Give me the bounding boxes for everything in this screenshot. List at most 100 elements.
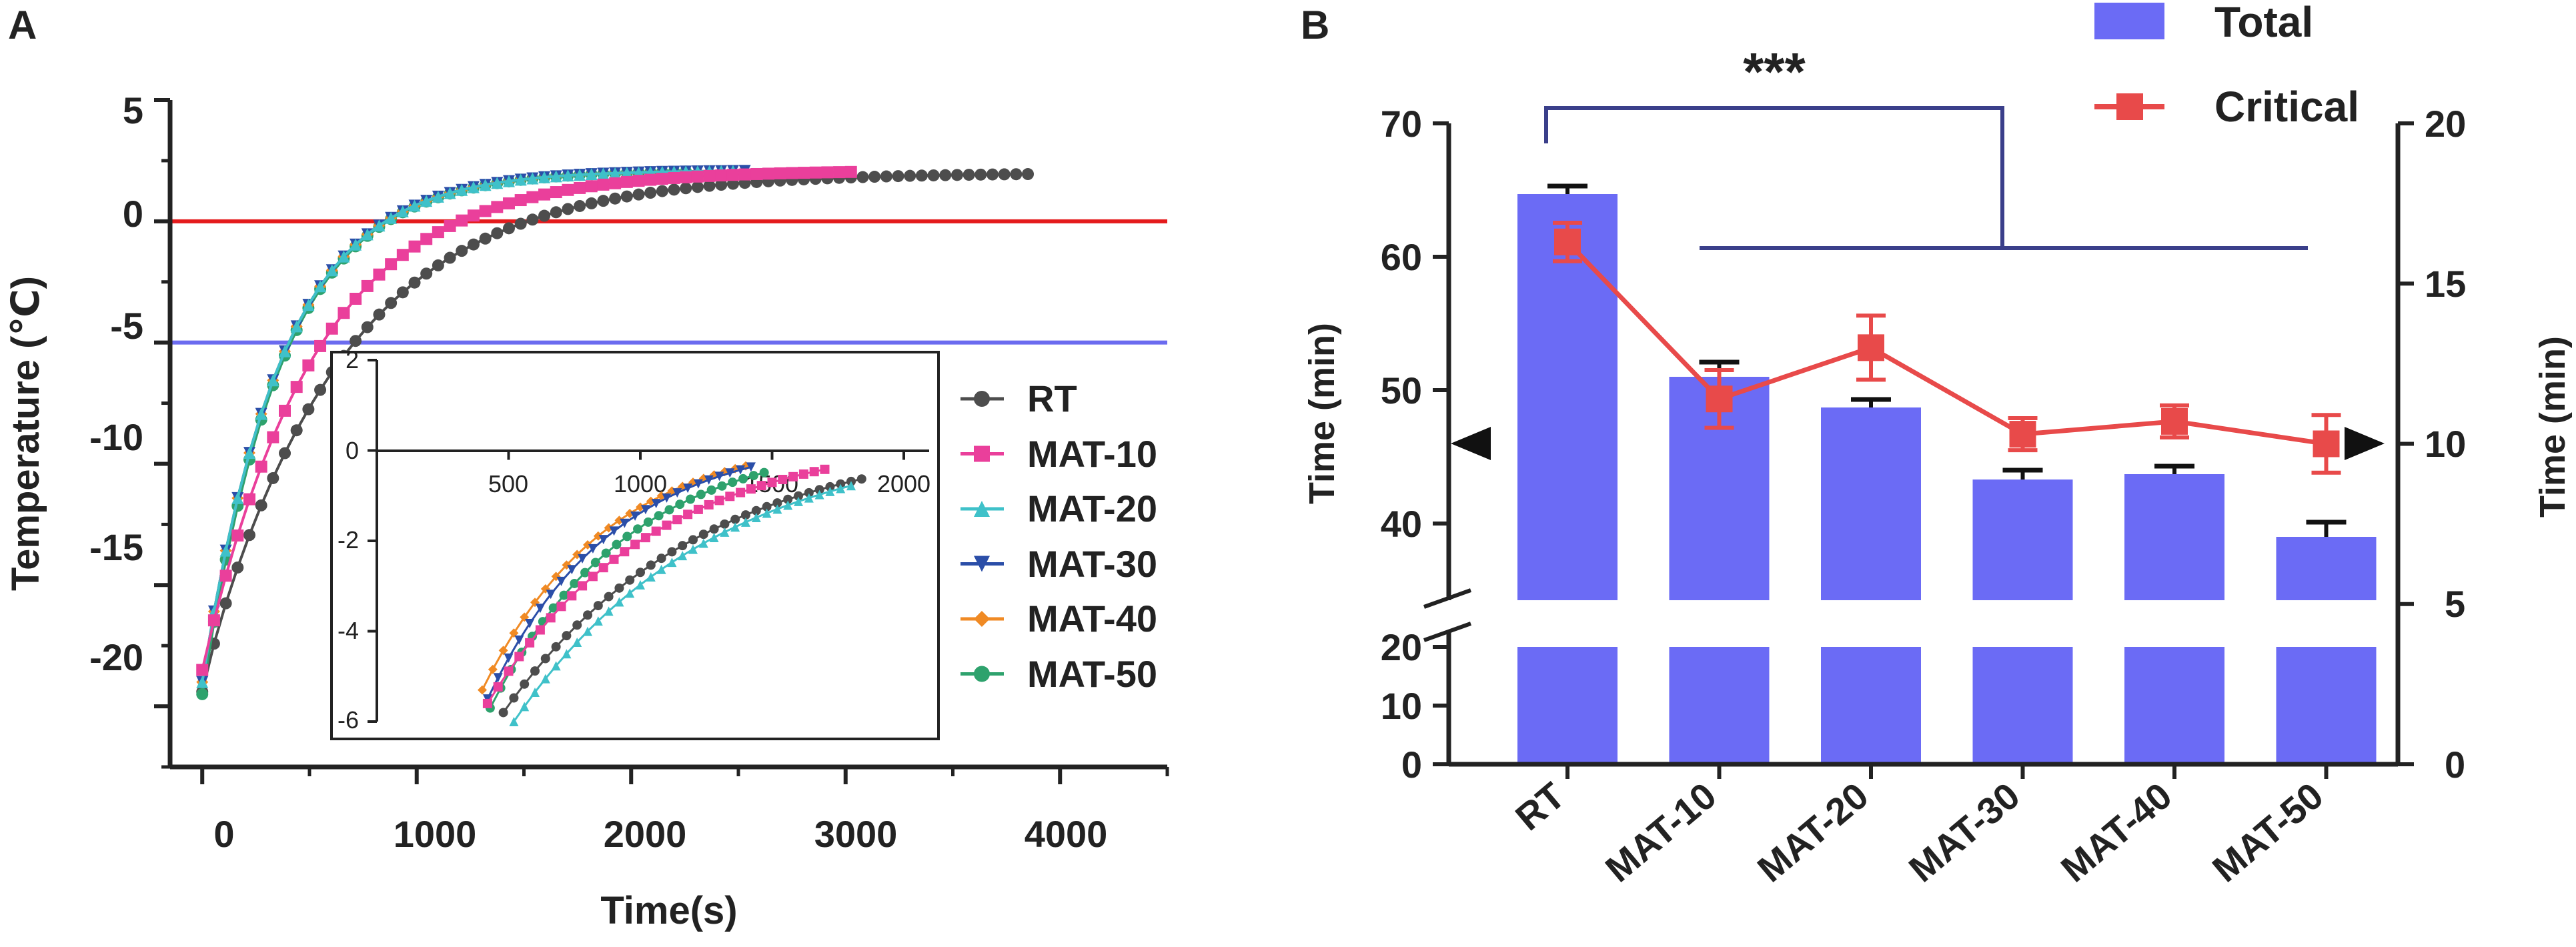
inset-data-point xyxy=(706,485,716,495)
inset-data-point xyxy=(772,504,782,514)
data-point xyxy=(892,170,904,183)
b-left-tick-label: 10 xyxy=(1381,685,1422,727)
right-axis-arrow-icon xyxy=(2345,427,2385,460)
inset-data-point xyxy=(625,588,635,598)
inset-series-rt xyxy=(498,474,866,718)
inset-series-mat-10 xyxy=(482,464,830,708)
a-x-axis-title: Time(s) xyxy=(600,889,737,932)
inset-data-point xyxy=(736,465,746,475)
inset-data-point xyxy=(804,488,814,498)
inset-y-tick-label: 2 xyxy=(346,346,359,373)
legend-marker xyxy=(974,501,990,517)
inset-data-point xyxy=(720,519,730,529)
data-point xyxy=(326,264,338,277)
legend-label-mat-20: MAT-20 xyxy=(1027,488,1157,530)
data-point xyxy=(290,424,303,437)
inset-data-point xyxy=(498,646,508,656)
data-point xyxy=(302,299,315,311)
inset-data-point xyxy=(562,631,572,641)
inset-data-point xyxy=(746,484,756,494)
data-point xyxy=(408,276,421,289)
data-point xyxy=(373,268,386,281)
data-point xyxy=(904,169,916,182)
panel-a-label: A xyxy=(8,3,37,47)
b-left-tick-label: 60 xyxy=(1381,236,1422,278)
critical-point xyxy=(2009,421,2036,448)
inset-data-point xyxy=(567,591,577,601)
data-point xyxy=(703,169,716,182)
significance-bracket xyxy=(1544,106,2004,248)
data-point xyxy=(502,222,515,235)
bar-total-upper xyxy=(1972,480,2073,600)
data-point xyxy=(385,297,398,309)
inset-data-point xyxy=(530,666,540,676)
b-category-label: MAT-10 xyxy=(1597,774,1724,890)
inset-data-point xyxy=(748,471,758,481)
inset-data-point xyxy=(570,578,580,588)
data-point xyxy=(385,211,398,224)
data-point xyxy=(432,226,444,239)
data-point xyxy=(350,238,362,251)
inset-data-point xyxy=(688,544,698,554)
data-point xyxy=(290,381,303,393)
bar-group xyxy=(1821,397,1921,764)
b-category-label: MAT-20 xyxy=(1750,774,1876,890)
inset-data-point xyxy=(551,642,561,652)
inset-data-point xyxy=(772,498,782,508)
data-point xyxy=(597,178,610,191)
inset-data-point xyxy=(614,597,624,607)
inset-data-point xyxy=(825,482,835,492)
inset-y-tick-label: -6 xyxy=(338,706,359,734)
data-point xyxy=(385,258,398,271)
inset-data-point xyxy=(509,717,519,726)
inset-data-point xyxy=(604,523,614,533)
data-point xyxy=(691,170,704,183)
critical-point xyxy=(2161,407,2188,435)
inset-data-point xyxy=(620,518,630,528)
data-point xyxy=(585,197,598,209)
panel-a-legend: RT MAT-10 MAT-20 MAT-30 MAT-40 MAT-50 xyxy=(960,377,1157,695)
data-point xyxy=(998,168,1011,181)
data-point xyxy=(231,529,244,542)
inset-data-point xyxy=(672,515,682,525)
data-point xyxy=(420,233,433,245)
data-point xyxy=(502,175,515,187)
inset-series-mat-20 xyxy=(509,481,856,726)
data-point xyxy=(868,171,881,183)
data-point xyxy=(479,205,492,217)
inset-data-point xyxy=(654,511,664,521)
bar-group xyxy=(2124,463,2224,764)
b-right-tick-label: 10 xyxy=(2425,423,2466,465)
inset-data-point xyxy=(714,471,724,482)
a-y-tick-label: -5 xyxy=(110,305,143,347)
a-y-axis-title: Temperature (℃) xyxy=(4,276,47,591)
data-point xyxy=(243,493,255,506)
data-point xyxy=(432,259,444,271)
data-point xyxy=(1010,168,1023,181)
data-point xyxy=(574,181,586,194)
inset-data-point xyxy=(588,544,598,554)
inset-data-point xyxy=(530,687,540,697)
inset-y-tick-label: -2 xyxy=(338,526,359,554)
inset-data-point xyxy=(814,490,824,500)
data-point xyxy=(609,177,622,189)
inset-data-point xyxy=(704,475,714,485)
bar-total-lower xyxy=(1669,647,1770,764)
data-point xyxy=(962,169,975,181)
inset-data-point xyxy=(651,526,661,536)
data-point xyxy=(338,250,350,263)
data-point xyxy=(350,335,362,347)
data-point xyxy=(927,169,940,181)
inset-data-point xyxy=(578,554,588,564)
inset-data-point xyxy=(609,554,619,564)
inset-data-point xyxy=(751,513,761,523)
data-point xyxy=(432,190,444,203)
data-point xyxy=(302,403,315,415)
series-mat-10 xyxy=(196,165,857,676)
inset-data-point xyxy=(598,535,608,545)
inset-data-point xyxy=(551,661,561,671)
data-point xyxy=(338,307,350,319)
inset-data-point xyxy=(520,679,530,689)
data-point xyxy=(420,195,433,207)
inset-data-point xyxy=(488,664,498,674)
